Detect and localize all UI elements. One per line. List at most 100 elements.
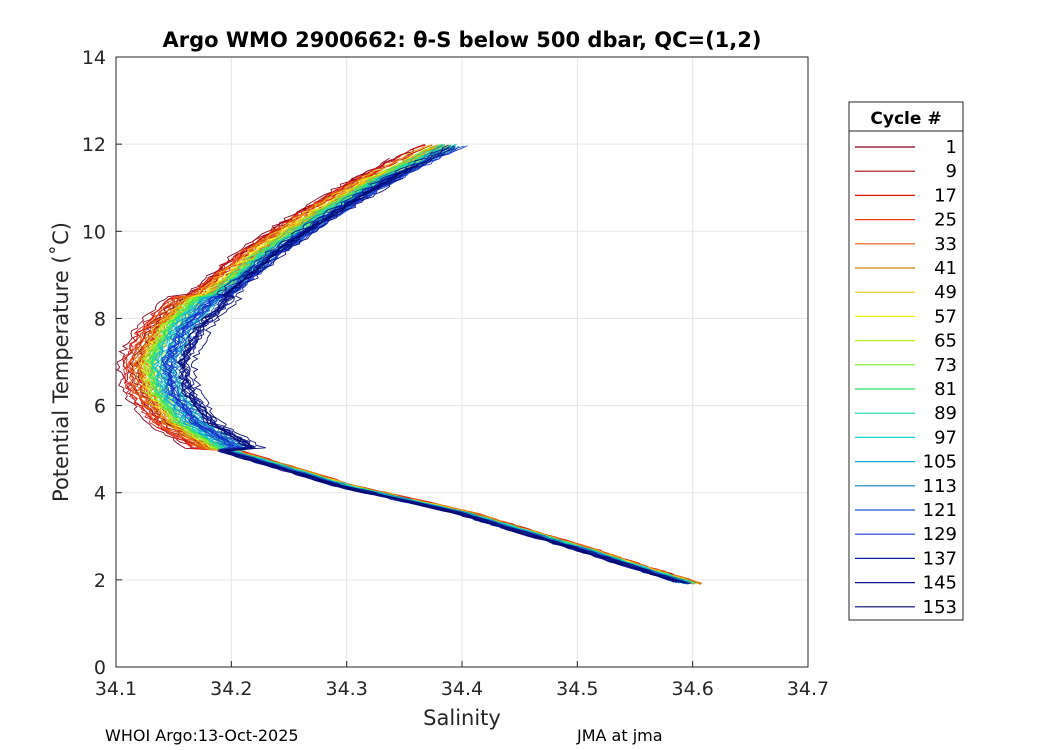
profile-line (126, 145, 685, 584)
chart-title: Argo WMO 2900662: θ-S below 500 dbar, QC… (163, 28, 762, 52)
profile-line (167, 145, 687, 584)
profile-line (149, 144, 682, 583)
profile-line (141, 143, 690, 585)
profile-line (122, 143, 692, 584)
legend-title: Cycle # (870, 109, 941, 129)
profile-line (149, 144, 688, 585)
legend-label: 73 (934, 355, 957, 376)
profile-line (146, 162, 677, 582)
profile-line (164, 162, 677, 582)
x-tick-label: 34.1 (95, 678, 137, 700)
profile-line (175, 147, 678, 583)
legend-label: 33 (934, 234, 957, 255)
profile-line (168, 177, 684, 583)
y-tick-label: 12 (82, 134, 106, 156)
legend-label: 49 (934, 282, 957, 303)
profile-line (161, 174, 678, 584)
profile-line (172, 144, 689, 585)
profile-line (116, 157, 693, 583)
profile-line (148, 174, 694, 583)
legend-label: 65 (934, 331, 957, 352)
legend-label: 1 (946, 137, 957, 158)
profile-line (179, 167, 688, 585)
legend-label: 121 (923, 500, 957, 521)
profile-line (142, 146, 690, 581)
profile-line (149, 144, 687, 585)
profile-line (178, 163, 675, 583)
x-tick-label: 34.3 (326, 678, 368, 700)
legend-label: 89 (934, 403, 957, 424)
profile-line (159, 146, 680, 584)
profile-line (130, 144, 685, 583)
y-tick-label: 14 (82, 47, 106, 69)
profile-line (133, 171, 694, 583)
profile-line (180, 146, 687, 584)
profile-line (167, 145, 677, 583)
profile-line (137, 145, 687, 583)
profile-line (126, 144, 701, 585)
profile-line (161, 148, 680, 584)
profile-line (134, 146, 702, 584)
x-tick-label: 34.5 (556, 678, 598, 700)
profile-line (170, 171, 692, 584)
footer-source: WHOI Argo:13-Oct-2025 (105, 726, 299, 745)
profile-line (164, 143, 697, 584)
profile-line (141, 162, 698, 584)
profile-line (146, 145, 691, 584)
legend-label: 57 (934, 306, 957, 327)
profile-line (153, 167, 692, 585)
legend-label: 153 (923, 597, 957, 618)
profile-line (158, 144, 689, 585)
profile-line (143, 156, 682, 582)
profile-line (157, 143, 684, 584)
y-axis: 0 2 4 6 8 10 12 14 (82, 47, 122, 679)
legend-items: 1 9 17 25 33 41 49 57 65 73 81 89 97 105 113 121 129 137 1… (855, 137, 957, 618)
y-axis-label: Potential Temperature (˚C) (49, 222, 73, 502)
profile-line (178, 167, 685, 584)
y-tick-label: 0 (94, 657, 106, 679)
profile-line (140, 166, 684, 583)
legend-label: 105 (923, 452, 957, 473)
profile-line (161, 145, 683, 583)
profile-line (134, 149, 695, 584)
profile-line (137, 173, 696, 585)
profile-line (150, 145, 690, 583)
profile-line (182, 153, 671, 581)
legend-label: 17 (934, 185, 957, 206)
x-axis: 34.1 34.2 34.3 34.4 34.5 34.6 34.7 (95, 661, 829, 700)
legend-label: 25 (934, 210, 957, 231)
profile-line (136, 148, 688, 583)
profile-line (128, 171, 691, 583)
profile-line (163, 174, 682, 581)
y-tick-label: 2 (94, 570, 106, 592)
profile-line (123, 144, 702, 585)
profile-line (182, 146, 687, 584)
profile-line (152, 146, 682, 582)
legend: Cycle # 1 9 17 25 33 41 49 57 65 73 81 89 97 105 113 12… (848, 101, 964, 621)
legend-label: 97 (934, 427, 957, 448)
legend-label: 137 (923, 548, 957, 569)
profile-line (128, 159, 702, 585)
legend-label: 41 (934, 258, 957, 279)
profile-line (130, 145, 685, 583)
profile-line (141, 173, 692, 583)
legend-label: 113 (923, 476, 957, 497)
profile-line (136, 175, 702, 584)
profile-line (169, 146, 687, 584)
x-tick-label: 34.2 (210, 678, 252, 700)
legend-label: 81 (934, 379, 957, 400)
profile-line (146, 146, 695, 585)
profile-line (126, 144, 697, 583)
x-tick-label: 34.6 (672, 678, 714, 700)
profile-line (160, 144, 680, 583)
footer-operator: JMA at jma (577, 726, 663, 745)
profile-line (183, 144, 684, 583)
profile-line (140, 146, 698, 584)
legend-label: 9 (946, 161, 957, 182)
profile-line (144, 155, 699, 584)
profile-line (175, 145, 685, 581)
x-tick-label: 34.4 (441, 678, 483, 700)
profile-lines (116, 143, 702, 585)
profile-line (140, 151, 688, 584)
